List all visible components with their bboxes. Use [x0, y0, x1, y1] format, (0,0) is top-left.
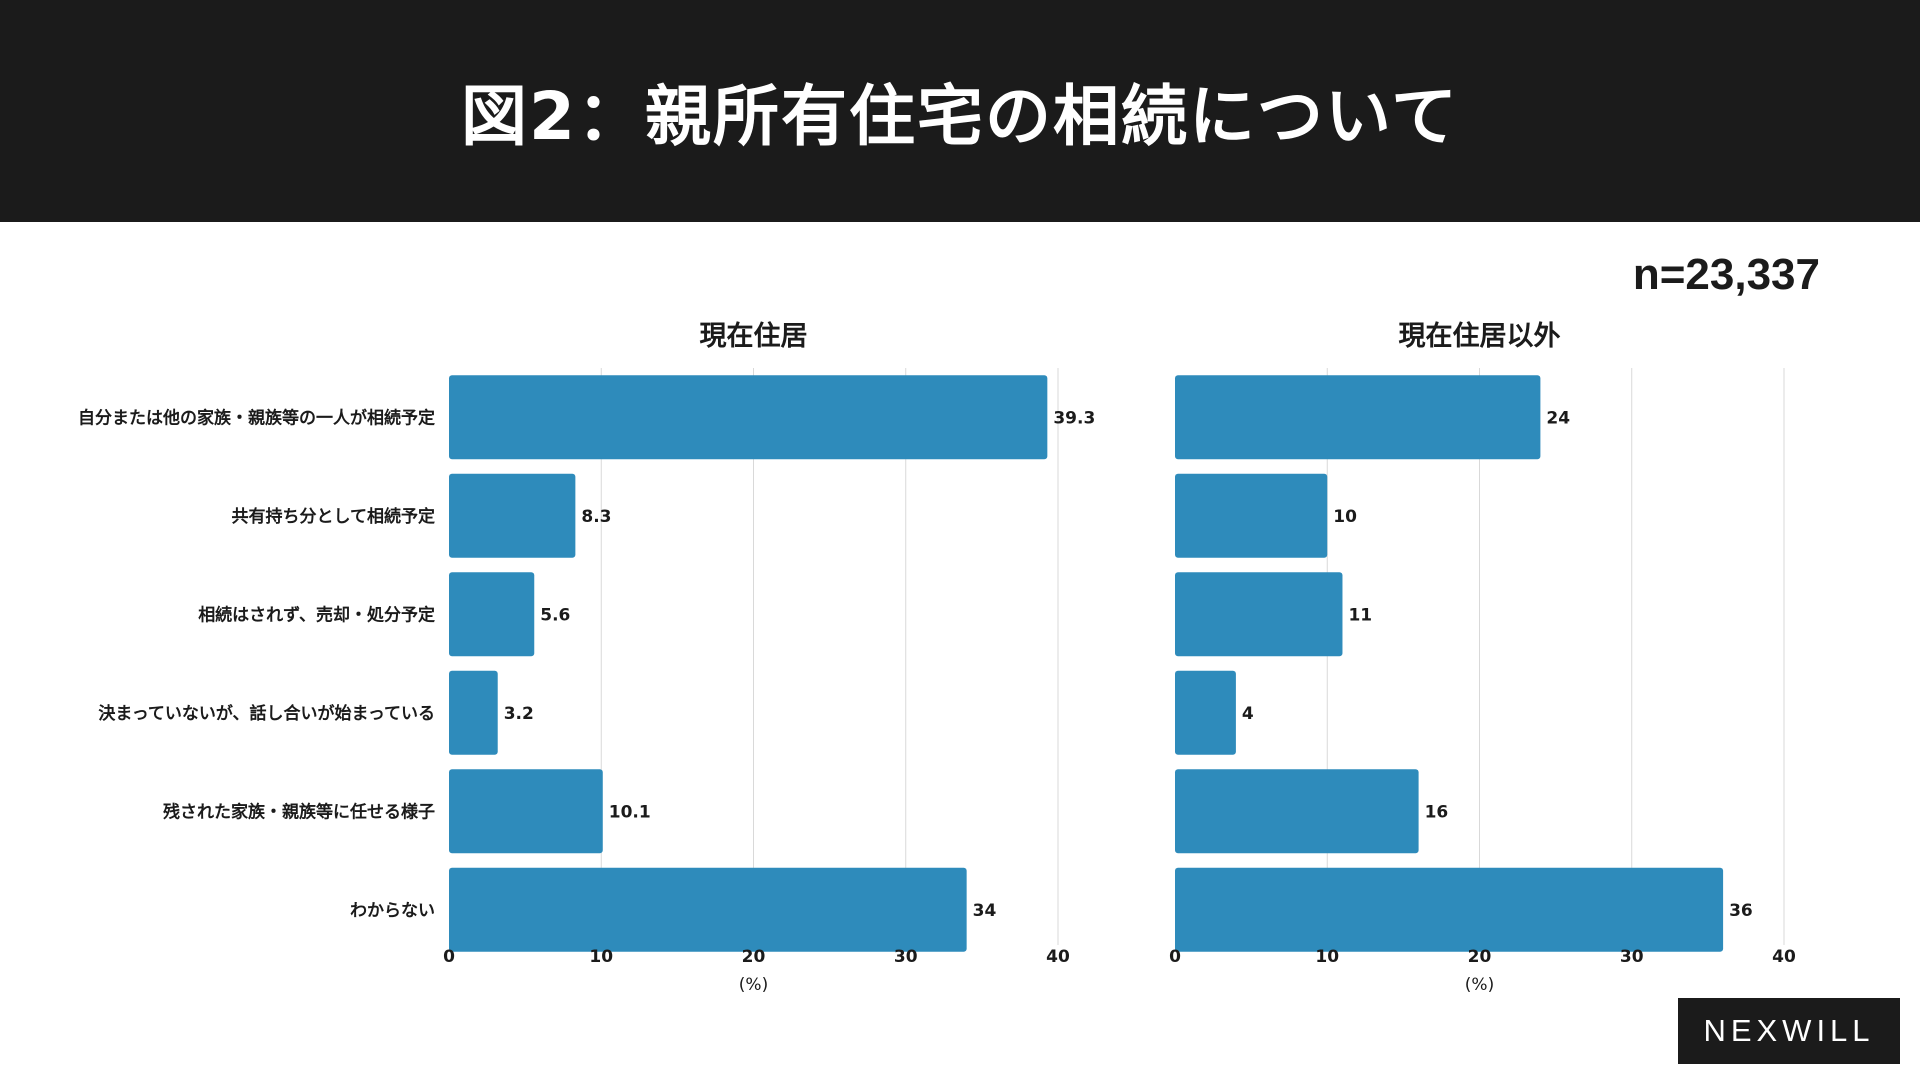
x-tick-label: 30: [1620, 947, 1644, 967]
bar: [449, 670, 498, 755]
x-tick-label: 20: [742, 947, 766, 967]
category-label: わからない: [350, 901, 435, 921]
bar: [449, 473, 576, 558]
data-label: 39.3: [1053, 408, 1095, 428]
x-tick-label: 0: [1169, 947, 1181, 967]
bar: [1175, 473, 1328, 558]
panel-title: 現在住居以外: [1399, 320, 1561, 352]
data-label: 24: [1546, 408, 1570, 428]
x-axis-label: (%): [739, 975, 768, 995]
data-label: 3.2: [504, 704, 534, 724]
bar: [1175, 769, 1419, 854]
data-label: 5.6: [540, 605, 570, 625]
data-label: 8.3: [581, 507, 611, 527]
sample-size: n=23,337: [1632, 250, 1820, 299]
category-label: 相続はされず、売却・処分予定: [198, 604, 435, 625]
bar: [1175, 670, 1236, 755]
bar: [449, 572, 535, 657]
x-tick-label: 20: [1468, 947, 1492, 967]
category-label: 決まっていないが、話し合いが始まっている: [98, 703, 435, 724]
data-label: 34: [973, 901, 997, 921]
x-tick-label: 40: [1772, 947, 1796, 967]
x-tick-label: 10: [1315, 947, 1339, 967]
category-label: 残された家族・親族等に任せる様子: [163, 801, 435, 822]
page-title: 図2：親所有住宅の相続について: [461, 78, 1459, 155]
data-label: 11: [1348, 605, 1372, 625]
nexwill-logo: NEXWILL: [1678, 998, 1900, 1064]
bar: [1175, 375, 1541, 460]
category-label: 共有持ち分として相続予定: [232, 506, 436, 527]
data-label: 36: [1729, 901, 1753, 921]
bar: [449, 867, 967, 952]
x-tick-label: 10: [589, 947, 613, 967]
bar: [449, 375, 1048, 460]
data-label: 10.1: [609, 802, 651, 822]
panel-title: 現在住居: [700, 320, 808, 352]
x-tick-label: 0: [443, 947, 455, 967]
bar: [449, 769, 603, 854]
x-tick-label: 30: [894, 947, 918, 967]
data-label: 4: [1242, 704, 1254, 724]
header-banner: 図2：親所有住宅の相続について: [0, 0, 1920, 222]
category-label: 自分または他の家族・親族等の一人が相続予定: [78, 407, 435, 428]
x-tick-label: 40: [1046, 947, 1070, 967]
data-label: 16: [1425, 802, 1449, 822]
data-label: 10: [1333, 507, 1357, 527]
x-axis-label: (%): [1465, 975, 1494, 995]
bar: [1175, 572, 1343, 657]
bar: [1175, 867, 1724, 952]
